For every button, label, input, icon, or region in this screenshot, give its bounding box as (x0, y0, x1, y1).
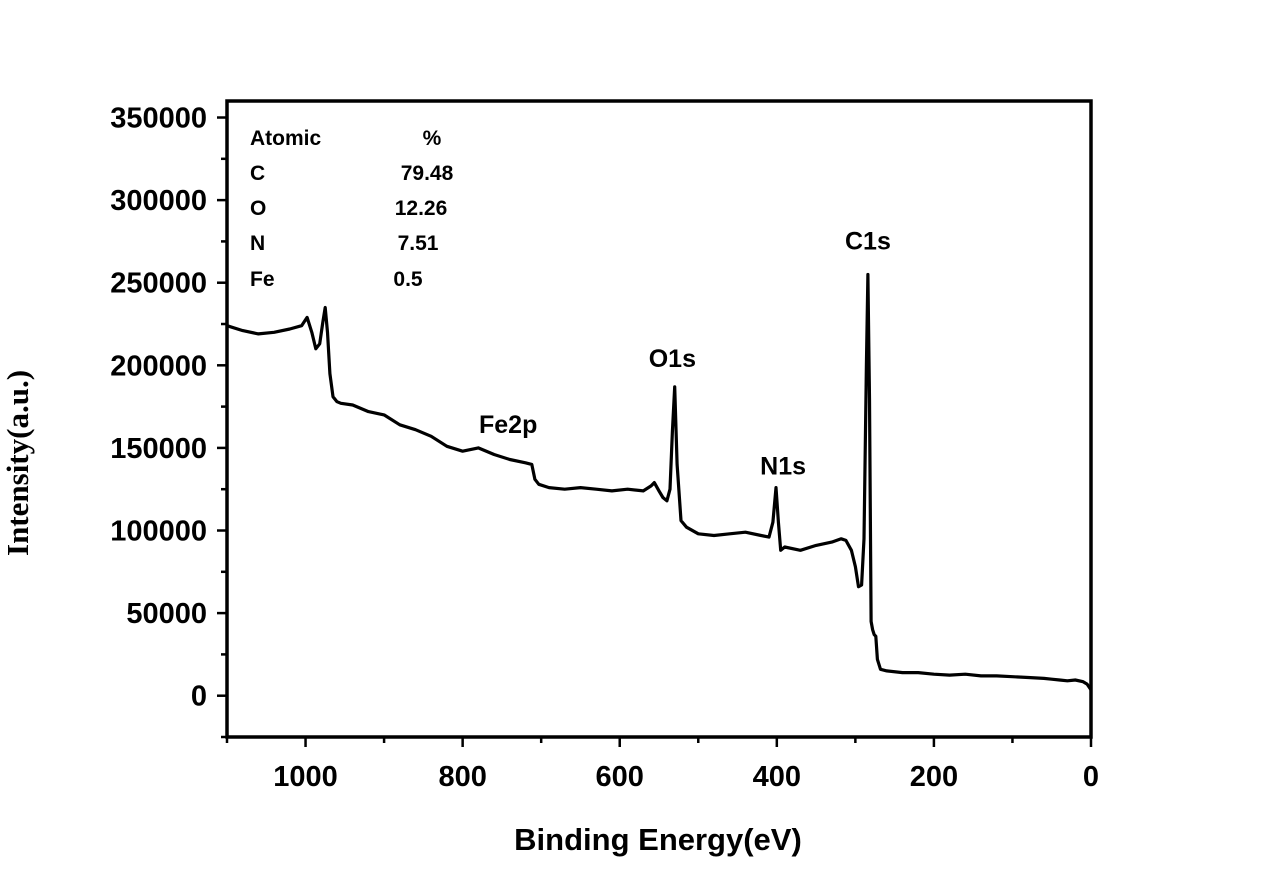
plot-frame (225, 99, 1093, 739)
peak-label-o1s: O1s (649, 345, 696, 373)
y-tick-label: 0 (191, 681, 207, 713)
table-header-percent: % (423, 127, 442, 150)
y-axis-title: Intensity(a.u.) (0, 370, 35, 556)
y-tick-label: 150000 (110, 433, 207, 465)
table-cell: O (250, 197, 266, 220)
x-tick-label: 800 (438, 761, 486, 793)
x-tick-label: 1000 (273, 761, 338, 793)
table-header-element: Atomic (250, 127, 321, 150)
x-tick-label: 200 (910, 761, 958, 793)
axis-ticks (217, 116, 1093, 747)
table-cell: 7.51 (398, 232, 439, 255)
table-cell: 12.26 (395, 197, 448, 220)
peak-label-n1s: N1s (760, 452, 806, 480)
y-tick-label: 250000 (110, 268, 207, 300)
y-tick-label: 350000 (110, 103, 207, 135)
peak-annotations: Fe2p O1s N1s C1s (479, 228, 891, 481)
table-cell: 79.48 (401, 162, 454, 185)
table-cell: 0.5 (393, 268, 423, 291)
x-tick-label: 400 (753, 761, 801, 793)
y-tick-label: 300000 (110, 185, 207, 217)
tick-labels: 1000 800 600 400 200 0 0 50000 100000 150000 20000… (110, 103, 1099, 793)
x-tick-label: 600 (596, 761, 644, 793)
y-tick-label: 50000 (126, 598, 207, 630)
peak-label-fe2p: Fe2p (479, 411, 537, 439)
peak-label-c1s: C1s (845, 228, 891, 256)
y-tick-label: 100000 (110, 516, 207, 548)
spectrum-line (226, 272, 1093, 691)
table-cell: N (250, 232, 265, 255)
inset-table: Atomic % C 79.48 O 12.26 N 7.51 Fe 0.5 (250, 127, 454, 291)
x-tick-label: 0 (1083, 761, 1099, 793)
y-tick-label: 200000 (110, 350, 207, 382)
x-axis-title: Binding Energy(eV) (514, 822, 802, 857)
table-cell: C (250, 162, 265, 185)
table-cell: Fe (250, 268, 275, 291)
